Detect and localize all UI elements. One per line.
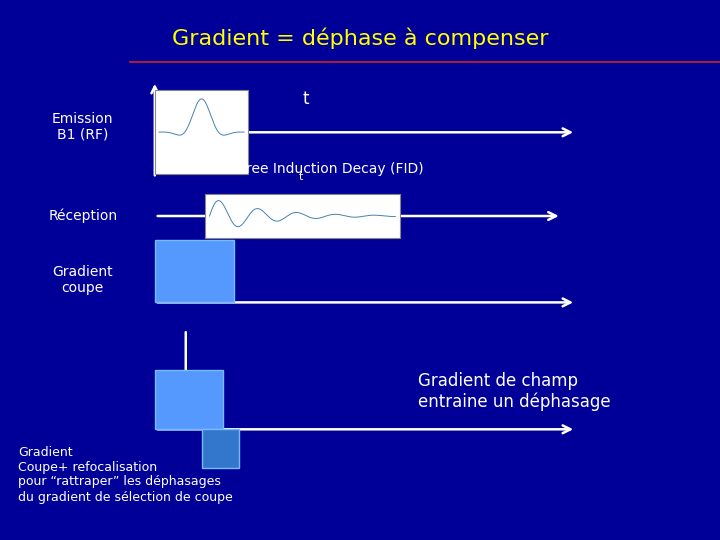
Text: Emission
B1 (RF): Emission B1 (RF) — [52, 112, 114, 142]
Text: Gradient
Coupe+ refocalisation
pour “rattraper” les déphasages
du gradient de sé: Gradient Coupe+ refocalisation pour “rat… — [18, 446, 233, 503]
Bar — [155, 240, 234, 302]
Text: Free Induction Decay (FID): Free Induction Decay (FID) — [239, 162, 423, 176]
Bar — [205, 194, 400, 238]
Text: Gradient
coupe: Gradient coupe — [53, 265, 113, 295]
Text: Gradient = déphase à compenser: Gradient = déphase à compenser — [172, 27, 548, 49]
Bar — [155, 370, 223, 429]
Text: Réception: Réception — [48, 209, 117, 223]
Text: t: t — [299, 172, 303, 182]
Text: t: t — [302, 90, 310, 108]
Bar — [155, 90, 248, 174]
Bar — [202, 429, 239, 468]
Text: Gradient de champ
entraine un déphasage: Gradient de champ entraine un déphasage — [418, 372, 611, 411]
